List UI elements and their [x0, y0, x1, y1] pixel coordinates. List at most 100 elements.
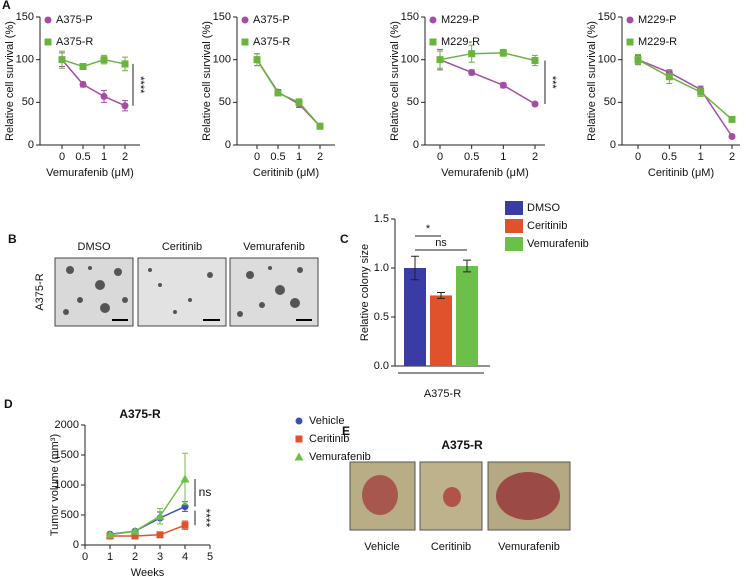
image-label: Ceritinib — [162, 241, 202, 253]
series-line — [637, 58, 733, 137]
point — [241, 38, 249, 46]
legend-label: M229-P — [638, 14, 677, 26]
point — [100, 56, 108, 64]
x-axis-label: Ceritinib (μM) — [648, 167, 714, 179]
point — [105, 530, 115, 539]
image-label: Ceritinib — [431, 541, 471, 553]
y-tick-label: 150 — [598, 11, 616, 23]
legend-label: Vemurafenib — [527, 238, 589, 250]
significance: ns — [199, 485, 212, 499]
y-tick-label: 1000 — [55, 479, 79, 491]
x-tick-label: 2 — [317, 151, 323, 163]
y-tick-label: 100 — [16, 54, 34, 66]
x-tick-label: 2 — [132, 551, 138, 563]
x-tick-label: 4 — [182, 551, 188, 563]
y-tick-label: 1500 — [55, 449, 79, 461]
bar — [430, 295, 452, 366]
panel-letter: A — [2, 0, 11, 12]
legend-label: Ceritinib — [309, 433, 349, 445]
y-tick-label: 100 — [213, 54, 231, 66]
y-tick-label: 50 — [22, 96, 34, 108]
error-bar — [463, 259, 471, 273]
point — [531, 100, 539, 108]
legend-label: A375-P — [56, 14, 93, 26]
x-tick-label: 2 — [729, 151, 735, 163]
panel-letter: C — [340, 232, 349, 246]
tumor-images — [349, 461, 571, 531]
point — [121, 60, 129, 68]
y-tick-label: 2000 — [55, 419, 79, 431]
y-tick-label: 0.5 — [374, 311, 389, 323]
legend-label: A375-R — [253, 36, 290, 48]
series-line — [61, 59, 126, 107]
y-tick-label: 1.0 — [374, 262, 389, 274]
image-title: A375-R — [441, 438, 483, 452]
bar — [404, 268, 426, 366]
point — [181, 521, 189, 529]
y-tick-label: 50 — [604, 96, 616, 108]
legend-label: A375-P — [253, 14, 290, 26]
legend-label: M229-R — [638, 36, 677, 48]
x-tick-label: 0.5 — [75, 151, 90, 163]
point — [499, 81, 507, 89]
series-line — [109, 478, 186, 536]
x-tick-label: 1 — [698, 151, 704, 163]
row-label: A375-R — [34, 273, 46, 310]
x-tick-label: 0 — [437, 151, 443, 163]
point — [180, 474, 190, 483]
point — [697, 88, 705, 96]
x-tick-label: 0 — [254, 151, 260, 163]
series-line — [110, 524, 186, 537]
x-tick-label: 2 — [122, 151, 128, 163]
x-tick-label: 1 — [101, 151, 107, 163]
y-tick-label: 50 — [407, 96, 419, 108]
panel-letter: B — [8, 232, 17, 246]
point — [44, 38, 52, 46]
point — [728, 115, 736, 123]
x-tick-label: 1 — [107, 551, 113, 563]
y-tick-label: 150 — [16, 11, 34, 23]
chart-title: A375-R — [119, 407, 161, 421]
y-axis-label: Relative cell survival (%) — [586, 21, 598, 141]
y-axis-label: Relative colony size — [359, 244, 371, 341]
point — [626, 16, 634, 24]
point — [295, 417, 303, 425]
point — [241, 16, 249, 24]
x-tick-label: 0 — [635, 151, 641, 163]
x-tick-label: 0 — [59, 151, 65, 163]
y-tick-label: 0 — [73, 539, 79, 551]
error-bar — [437, 292, 445, 299]
point — [294, 452, 304, 461]
y-tick-label: 150 — [213, 11, 231, 23]
point — [100, 92, 108, 100]
point — [429, 38, 437, 46]
y-tick-label: 500 — [61, 509, 79, 521]
legend-swatch — [505, 219, 523, 233]
point — [131, 532, 139, 540]
significance: ns — [435, 237, 447, 249]
image-label: Vemurafenib — [243, 241, 305, 253]
y-axis-label: Relative cell survival (%) — [201, 21, 213, 141]
point — [44, 16, 52, 24]
y-tick-label: 0 — [225, 139, 231, 151]
point — [121, 102, 129, 110]
panel-letter: E — [342, 424, 350, 438]
point — [531, 57, 539, 65]
colony-images — [54, 257, 319, 327]
point — [468, 68, 476, 76]
y-tick-label: 150 — [401, 11, 419, 23]
point — [316, 122, 324, 130]
point — [130, 526, 140, 535]
image-label: DMSO — [78, 241, 111, 253]
y-axis-label: Relative cell survival (%) — [4, 21, 16, 141]
x-axis-label: Ceritinib (μM) — [253, 167, 319, 179]
point — [155, 511, 165, 520]
point — [634, 56, 642, 64]
point — [626, 38, 634, 46]
legend-label: Vemurafenib — [309, 451, 371, 463]
significance: **** — [134, 76, 146, 94]
point — [274, 89, 282, 97]
series-line — [439, 58, 536, 105]
error-bar — [411, 255, 419, 281]
